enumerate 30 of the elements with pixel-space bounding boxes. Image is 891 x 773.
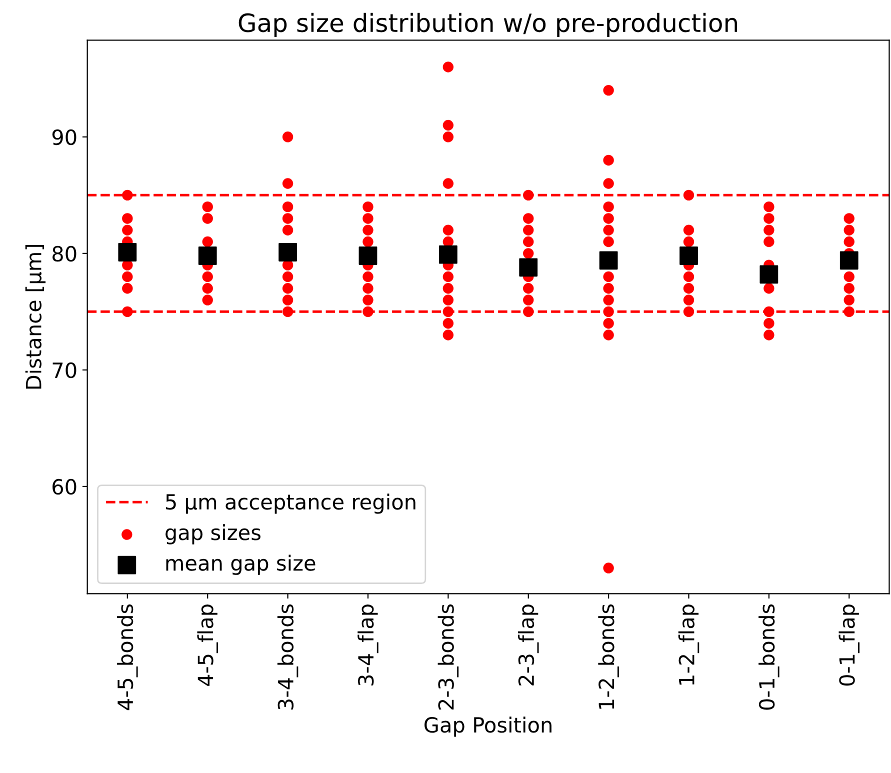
x-tick-label: 2-3_flap [518, 604, 539, 686]
x-tick-label: 3-4_bonds [277, 604, 298, 710]
x-tick-label: 0-1_bonds [758, 604, 780, 710]
point [198, 246, 217, 265]
point [278, 243, 297, 262]
y-tick-label: 60 [52, 478, 76, 495]
point [438, 245, 458, 264]
point [118, 243, 137, 262]
y-tick-label: 70 [52, 362, 76, 378]
legend-label: 5 µm acceptance region [166, 494, 416, 514]
chart-title: Gap size distribution w/o pre-production [238, 12, 737, 38]
legend-label: gap sizes [166, 524, 260, 544]
x-tick-label: 0-1_flap [838, 604, 860, 686]
x-tick-label: 1-2_bonds [598, 604, 619, 709]
point [760, 265, 778, 284]
x-tick-label: 3-4_flap [358, 604, 378, 686]
y-tick-label: 90 [52, 129, 76, 146]
x-tick-label: 2-3_bonds [438, 604, 459, 710]
x-tick-label: 1-2_flap [678, 604, 700, 685]
x-axis-title: Gap Position [424, 716, 552, 737]
point [519, 258, 538, 277]
point [680, 246, 698, 265]
point [599, 251, 618, 270]
legend-label: mean gap size [166, 554, 316, 575]
point [840, 251, 858, 270]
x-tick-label: 4-5_bonds [117, 604, 138, 710]
y-tick-label: 80 [52, 246, 76, 262]
point [358, 246, 378, 265]
x-tick-label: 4-5_flap [197, 604, 218, 686]
y-axis-title: Distance [µm] [25, 244, 46, 389]
